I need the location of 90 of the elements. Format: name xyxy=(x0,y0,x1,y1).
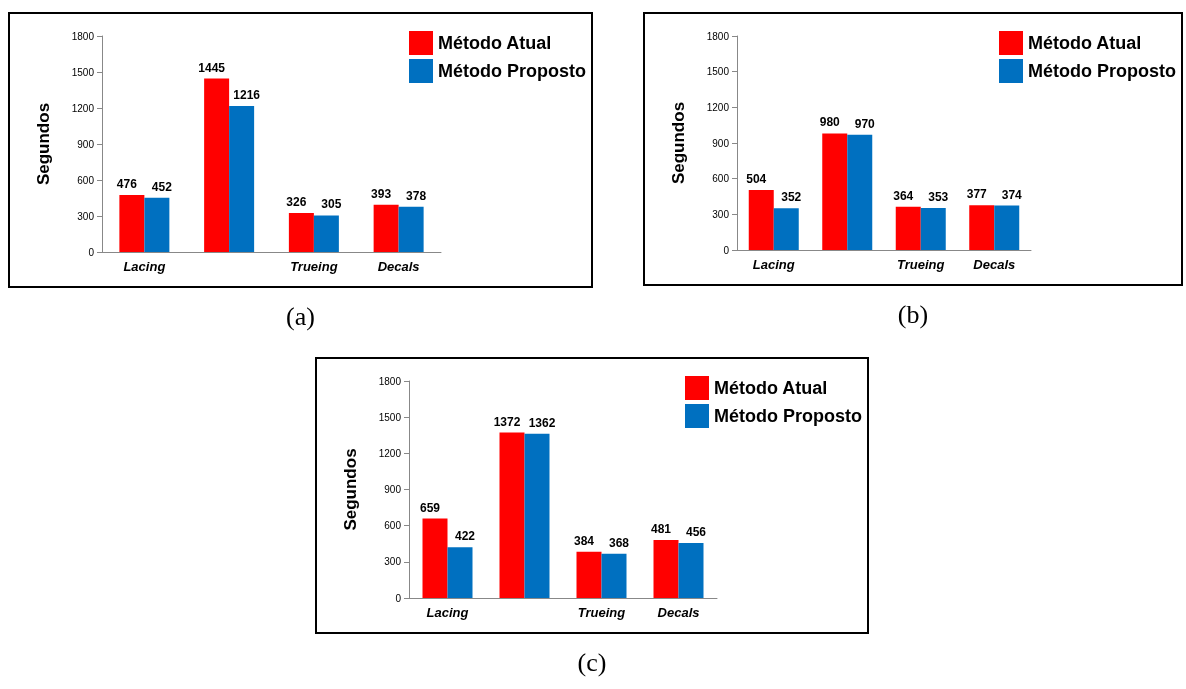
legend-label: Método Atual xyxy=(714,378,828,398)
data-label: 452 xyxy=(151,179,173,194)
legend-label: Método Proposto xyxy=(714,406,862,426)
bar xyxy=(524,433,550,598)
bar xyxy=(447,547,473,598)
bar xyxy=(144,197,170,252)
y-tick-label: 900 xyxy=(77,138,95,150)
data-label: 393 xyxy=(371,186,392,201)
y-tick-label: 900 xyxy=(712,137,730,149)
y-tick-label: 300 xyxy=(384,556,402,568)
data-label: 476 xyxy=(116,176,138,191)
data-label: 364 xyxy=(893,188,914,203)
x-tick-label: Lacing xyxy=(123,259,166,274)
legend-label: Método Proposto xyxy=(1028,61,1176,81)
y-tick-label: 1500 xyxy=(378,411,402,423)
y-tick-label: 1800 xyxy=(71,30,95,42)
y-tick-label: 1200 xyxy=(71,102,95,114)
y-tick-label: 600 xyxy=(384,520,402,532)
y-tick-label: 1800 xyxy=(378,375,402,387)
y-tick-label: 1500 xyxy=(706,66,730,78)
y-tick-label: 300 xyxy=(77,210,95,222)
y-tick-label: 1200 xyxy=(706,101,730,113)
bar xyxy=(822,133,848,250)
data-label: 305 xyxy=(321,197,342,212)
x-tick-label: Lacing xyxy=(426,605,469,620)
x-tick-label: Lacing xyxy=(752,257,795,272)
bar xyxy=(748,190,774,250)
bar xyxy=(969,205,995,250)
data-label: 377 xyxy=(966,187,988,202)
data-label: 353 xyxy=(928,190,949,205)
bar xyxy=(313,215,339,252)
data-label: 980 xyxy=(819,115,841,130)
bar xyxy=(920,208,946,250)
y-tick-label: 0 xyxy=(88,246,95,258)
x-tick-label: Trueing xyxy=(290,259,338,274)
x-tick-label: Decals xyxy=(657,605,700,620)
data-label: 504 xyxy=(746,172,767,187)
data-label: 1216 xyxy=(233,88,261,103)
y-tick-label: 1500 xyxy=(71,66,95,78)
data-label: 1362 xyxy=(528,415,556,430)
bar xyxy=(678,543,704,598)
y-axis-title: Segundos xyxy=(669,101,688,185)
bar xyxy=(601,553,627,598)
bar xyxy=(994,205,1020,250)
data-label: 481 xyxy=(650,522,672,537)
x-tick-label: Trueing xyxy=(897,257,945,272)
data-label: 970 xyxy=(854,116,876,131)
data-label: 384 xyxy=(573,533,595,548)
bar xyxy=(204,78,230,252)
data-label: 374 xyxy=(1001,187,1023,202)
y-tick-label: 900 xyxy=(384,484,402,495)
legend-label: Método Atual xyxy=(1028,33,1142,53)
bar xyxy=(653,540,679,598)
data-label: 422 xyxy=(454,529,476,544)
legend-label: Método Proposto xyxy=(438,61,586,81)
y-axis-title: Segundos xyxy=(34,102,53,186)
bar xyxy=(576,551,602,598)
x-tick-label: Decals xyxy=(377,259,420,274)
y-tick-label: 300 xyxy=(712,208,730,220)
bar xyxy=(847,134,873,250)
bar xyxy=(422,518,448,598)
data-label: 378 xyxy=(406,188,427,203)
bar xyxy=(499,432,525,598)
text: (c) xyxy=(576,648,608,678)
text: (a) xyxy=(285,302,316,332)
text: (b) xyxy=(896,300,930,330)
data-label: 1445 xyxy=(198,60,226,75)
y-tick-label: 1800 xyxy=(706,30,730,42)
data-label: 1372 xyxy=(493,414,521,429)
data-label: 352 xyxy=(781,190,802,205)
x-tick-label: Trueing xyxy=(577,605,626,620)
data-label: 326 xyxy=(286,194,307,209)
bar xyxy=(373,204,399,252)
legend-label: Método Atual xyxy=(438,33,552,53)
bar xyxy=(773,208,799,250)
y-axis-title: Segundos xyxy=(341,448,360,531)
data-label: 368 xyxy=(608,535,630,550)
bar xyxy=(288,212,314,252)
bar xyxy=(895,206,921,250)
data-label: 659 xyxy=(419,500,441,515)
y-tick-label: 0 xyxy=(723,244,730,256)
x-tick-label: Decals xyxy=(973,257,1016,272)
bar xyxy=(229,106,255,252)
y-tick-label: 1200 xyxy=(378,447,402,459)
bar xyxy=(398,206,424,252)
data-label: 456 xyxy=(685,525,707,540)
y-tick-label: 0 xyxy=(395,592,402,604)
y-tick-label: 600 xyxy=(712,173,730,185)
y-tick-label: 600 xyxy=(77,174,95,186)
bar xyxy=(119,194,145,252)
